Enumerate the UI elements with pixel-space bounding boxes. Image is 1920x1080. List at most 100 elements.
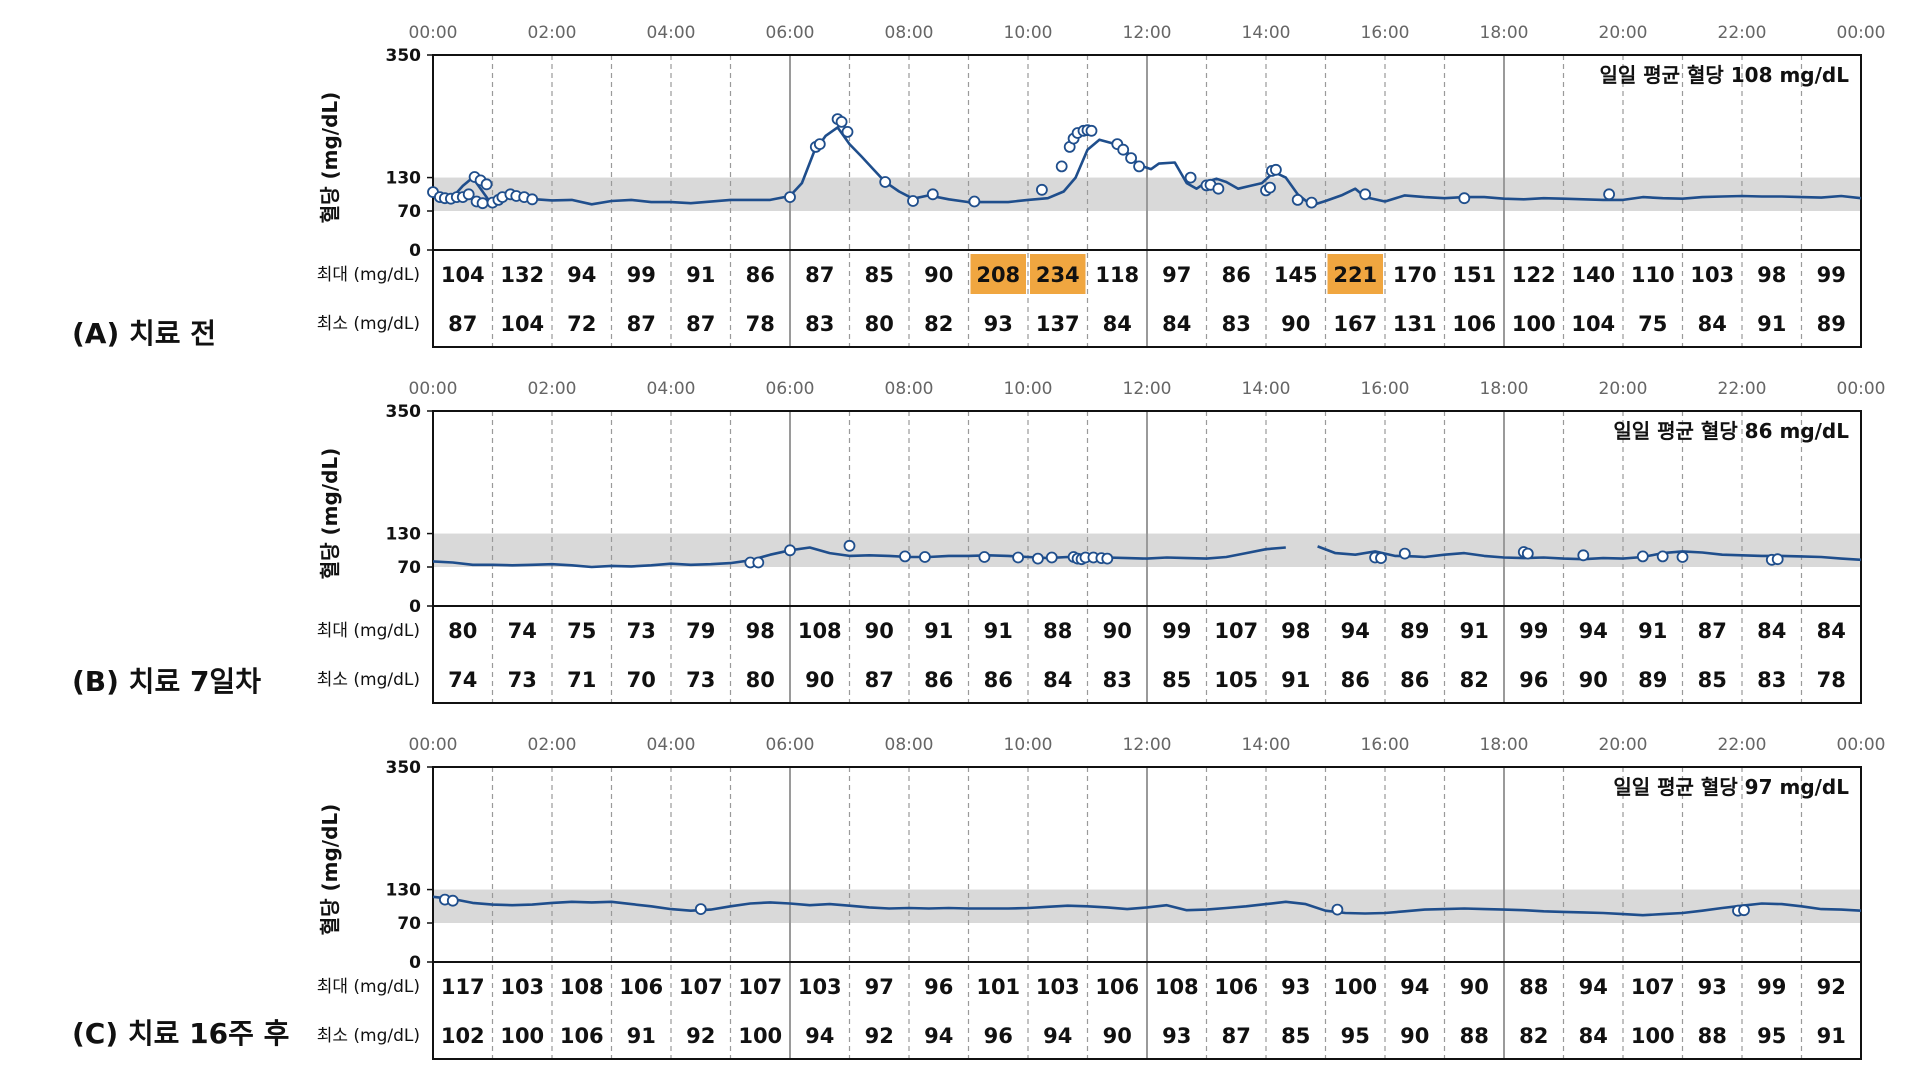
measurement-point [1738,904,1750,917]
max-value-cell: 80 [448,619,477,643]
measurement-point [926,188,939,201]
x-tick-label: 00:00 [409,379,458,399]
measurement-point [784,544,796,557]
max-value-cell: 94 [567,263,596,287]
min-value-cell: 73 [686,668,715,692]
measurement-point [1603,188,1615,201]
measurement-point [752,556,765,569]
max-value-cell: 106 [1214,975,1258,999]
glucose-series-line [432,546,1286,569]
chart-b: 00:00 02:00 04:00 06:00 08:00 10:00 12:00 14:00… [317,379,1886,704]
x-tick-label: 12:00 [1123,23,1172,43]
max-value-cell: 97 [1162,263,1191,287]
min-value-cell: 82 [924,312,953,336]
min-value-cell: 84 [1579,1024,1608,1048]
min-value-cell: 85 [1162,668,1191,692]
min-value-cell: 91 [1757,312,1786,336]
measurement-point [879,176,892,188]
max-value-cell: 99 [1817,263,1846,287]
min-value-cell: 71 [567,668,596,692]
panel-label-a: (A) 치료 전 [72,317,217,350]
max-value-cell: 73 [627,619,656,643]
max-value-cell: 108 [560,975,604,999]
max-value-cell: 103 [798,975,842,999]
measurement-point [784,191,796,204]
measurement-point [1085,124,1098,137]
chart-frame [432,410,1862,704]
min-value-cell: 91 [1281,668,1310,692]
x-tick-label: 16:00 [1361,23,1410,43]
min-value-cell: 94 [1043,1024,1072,1048]
min-value-cell: 91 [627,1024,656,1048]
x-tick-label: 04:00 [647,735,696,755]
max-value-cell: 101 [976,975,1020,999]
min-value-cell: 105 [1214,668,1258,692]
max-value-cell: 107 [1214,619,1258,643]
panel-label-b: (B) 치료 7일차 [72,665,261,698]
min-value-cell: 83 [1757,668,1786,692]
max-value-cell: 106 [1095,975,1139,999]
measurement-point [1270,163,1282,176]
min-value-cell: 74 [448,668,477,692]
max-value-cell: 94 [1579,619,1608,643]
min-value-cell: 70 [627,668,656,692]
measurement-point [1676,551,1689,563]
x-tick-label: 22:00 [1718,23,1767,43]
measurement-point [462,188,475,201]
measurement-point [835,116,848,128]
min-value-cell: 167 [1333,312,1377,336]
max-row-label: 최대 (mg/dL) [317,621,420,641]
measurement-point [1036,183,1048,196]
chart-frame [432,766,1862,1060]
min-value-cell: 90 [1103,1024,1132,1048]
x-tick-label: 06:00 [766,735,815,755]
min-value-cell: 87 [1222,1024,1251,1048]
max-value-cell: 106 [619,975,663,999]
max-value-cell: 104 [441,263,485,287]
min-value-cell: 92 [686,1024,715,1048]
x-tick-label: 00:00 [1837,379,1886,399]
y-axis-label: 혈당 (mg/dL) [318,448,342,580]
x-tick-label: 08:00 [885,735,934,755]
max-value-cell: 91 [924,619,953,643]
min-value-cell: 94 [924,1024,953,1048]
measurement-point [694,903,707,916]
min-value-cell: 84 [1043,668,1072,692]
min-value-cell: 87 [686,312,715,336]
max-value-cell: 87 [1698,619,1727,643]
max-value-cell: 118 [1095,263,1139,287]
measurement-point [968,195,981,208]
min-value-cell: 83 [1103,668,1132,692]
max-value-cell: 234 [1036,263,1080,287]
measurement-point [843,539,856,552]
max-value-cell: 145 [1274,263,1318,287]
min-value-cell: 93 [1162,1024,1191,1048]
max-value-cell: 96 [924,975,953,999]
min-value-cell: 84 [1698,312,1727,336]
max-row-label: 최대 (mg/dL) [317,977,420,997]
min-value-cell: 82 [1460,668,1489,692]
min-value-cell: 84 [1103,312,1132,336]
max-value-cell: 108 [1155,975,1199,999]
measurement-point [1184,171,1197,184]
measurement-point [919,551,931,563]
max-value-cell: 99 [627,263,656,287]
min-value-cell: 85 [1281,1024,1310,1048]
measurement-point [526,193,539,206]
max-value-cell: 93 [1281,975,1310,999]
min-value-cell: 96 [1519,668,1548,692]
measurement-point [1125,152,1137,165]
max-value-cell: 92 [1817,975,1846,999]
x-tick-label: 16:00 [1361,379,1410,399]
min-value-cell: 73 [508,668,537,692]
x-tick-label: 20:00 [1599,23,1648,43]
min-value-cell: 89 [1638,668,1667,692]
min-value-cell: 86 [1400,668,1429,692]
min-value-cell: 100 [500,1024,544,1048]
y-tick-label: 70 [397,558,421,578]
min-value-cell: 84 [1162,312,1191,336]
min-value-cell: 78 [1817,668,1846,692]
min-value-cell: 96 [984,1024,1013,1048]
x-tick-label: 18:00 [1480,379,1529,399]
max-value-cell: 208 [976,263,1020,287]
